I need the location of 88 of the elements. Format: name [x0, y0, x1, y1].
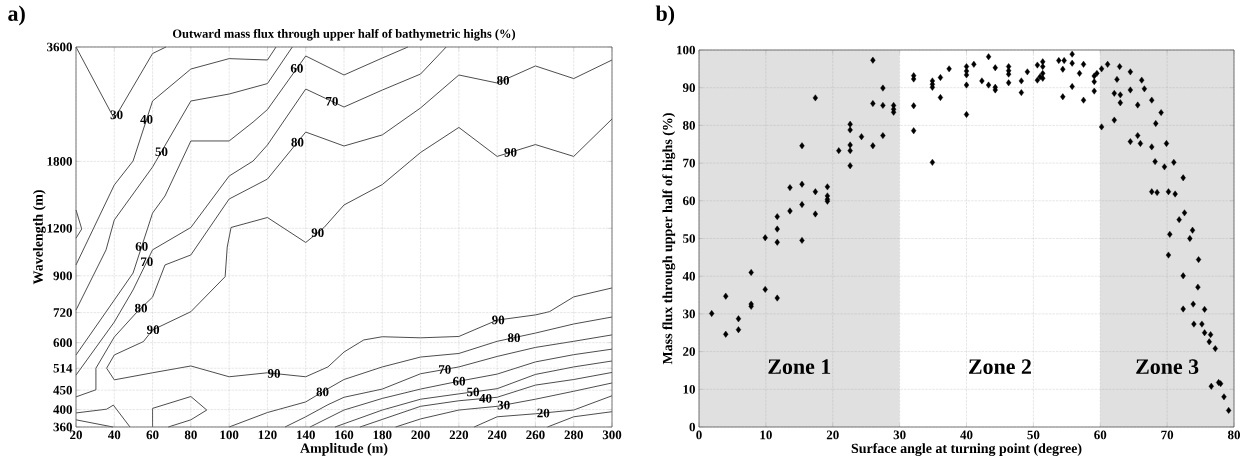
x-tick-label: 60: [146, 430, 159, 440]
band-label: Zone 1: [768, 359, 831, 375]
x-tick-label: 100: [220, 430, 239, 440]
x-tick-label: 40: [107, 430, 121, 440]
line-series: [75, 46, 293, 311]
x-tick-label: 200: [411, 430, 430, 440]
y-tick-label: 80: [682, 121, 695, 130]
series-label: 60: [290, 63, 303, 73]
text: 60: [135, 242, 148, 251]
y-tick-label: 1800: [47, 157, 72, 166]
x-tick-label: 220: [449, 430, 469, 440]
x-tick-label: 20: [826, 430, 839, 440]
series-label: 70: [326, 96, 338, 106]
x-axis-title: Surface angle at turning point (degree): [851, 443, 1082, 456]
y-tick-label: 3600: [47, 42, 72, 52]
text: 90: [267, 369, 280, 378]
x-tick-label: 80: [184, 430, 197, 440]
text: 70: [141, 257, 153, 267]
series-label: 40: [140, 115, 153, 124]
y-tick-label: 20: [683, 347, 695, 356]
band-label: Zone 3: [1136, 359, 1199, 375]
y-tick-label: 1200: [47, 223, 72, 233]
x-axis-title: Amplitude (m): [300, 443, 388, 456]
series-label: 60: [453, 376, 466, 386]
series-label: 80: [507, 333, 520, 343]
series-label: 50: [155, 147, 168, 157]
x-tick-label: 20: [70, 430, 82, 440]
x-tick-label: 240: [487, 430, 507, 440]
x-tick-label: 0: [696, 430, 702, 440]
x-tick-label: 160: [335, 430, 354, 440]
x-tick-label: 120: [258, 430, 277, 440]
text: 80: [291, 137, 304, 147]
text: 80: [316, 387, 329, 397]
y-tick-label: 514: [53, 363, 73, 373]
y-tick-label: 600: [53, 338, 72, 348]
line-series: [334, 360, 613, 428]
y-tick-label: 360: [53, 422, 72, 432]
x-tick-label: 70: [1161, 430, 1174, 440]
x-tick-label: 10: [760, 430, 772, 440]
x-tick-label: 80: [1227, 430, 1240, 440]
line-series: [152, 396, 208, 428]
series-label: 30: [110, 110, 123, 120]
y-tick-label: 900: [53, 271, 72, 281]
x-tick-label: 30: [893, 430, 906, 440]
y-tick-label: 400: [53, 405, 72, 414]
series-label: 80: [497, 76, 510, 85]
y-tick-label: 10: [683, 384, 695, 394]
x-tick-label: 300: [602, 430, 622, 440]
text: 90: [311, 228, 324, 238]
y-tick-label: 50: [683, 234, 695, 243]
line-series: [359, 372, 613, 428]
x-tick-label: 280: [564, 430, 583, 440]
series-label: 40: [479, 393, 492, 403]
x-tick-label: 50: [1027, 430, 1040, 440]
line-series: [75, 46, 277, 266]
line-series: [75, 404, 131, 428]
x-tick-label: 140: [297, 430, 315, 440]
y-tick-label: 720: [53, 308, 72, 317]
line-series: [75, 46, 409, 356]
y-axis-title: Mass flux through upper half of highs (%): [662, 113, 676, 365]
y-tick-label: 60: [682, 196, 695, 206]
series-label: 30: [497, 400, 510, 410]
text: 90: [147, 325, 160, 335]
line-series: [284, 334, 613, 428]
line-series: [473, 395, 613, 428]
y-tick-label: 0: [689, 422, 695, 432]
series-label: 50: [467, 387, 479, 397]
y-tick-label: 100: [677, 45, 695, 55]
line-series: [309, 348, 613, 428]
series-label: 70: [438, 365, 451, 374]
chart-title: Outward mass flux through upper half of bathymetric highs (%): [172, 28, 516, 41]
x-tick-label: 260: [526, 430, 545, 440]
x-tick-label: 60: [1094, 430, 1107, 440]
y-tick-label: 70: [683, 158, 695, 168]
y-tick-label: 30: [683, 309, 695, 319]
text: a): [8, 5, 25, 26]
x-tick-label: 180: [373, 430, 392, 440]
line-series: [228, 316, 613, 428]
band-label: Zone 2: [969, 359, 1031, 375]
y-tick-label: 40: [682, 271, 695, 281]
series-label: 20: [537, 408, 550, 418]
series-label: 90: [504, 147, 517, 157]
x-tick-label: 40: [960, 430, 973, 440]
y-tick-label: 450: [53, 385, 72, 395]
text: b): [655, 5, 675, 26]
y-axis-title: Wavelength (m): [32, 190, 46, 285]
text: 90: [492, 315, 505, 325]
y-tick-label: 90: [682, 83, 695, 93]
